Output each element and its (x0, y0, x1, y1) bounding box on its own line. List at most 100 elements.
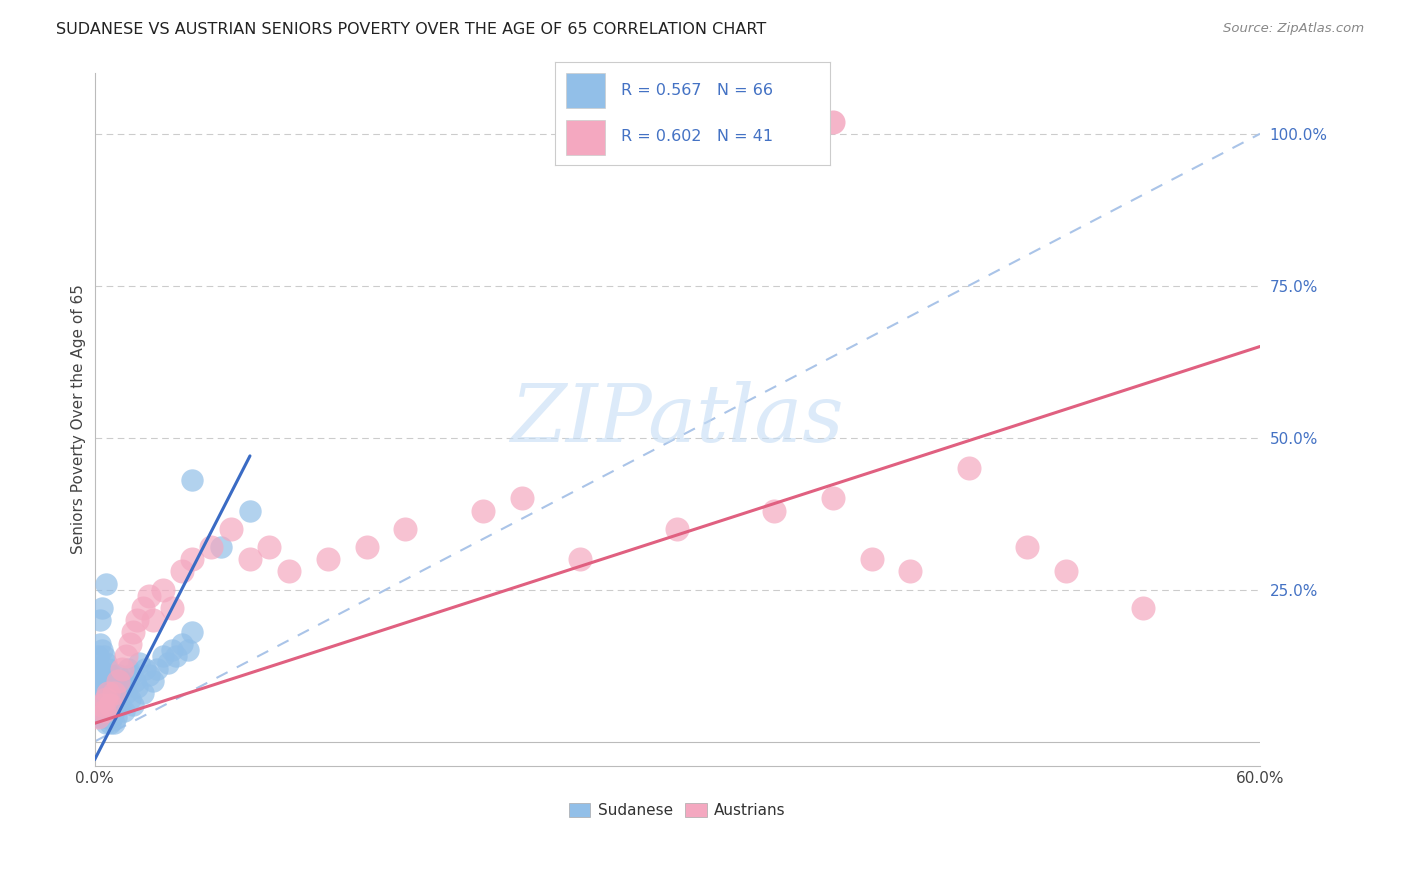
Point (87, 673, 110, 688)
Text: R = 0.602   N = 41: R = 0.602 N = 41 (621, 128, 773, 144)
Point (127, 613, 149, 627)
Point (152, 649, 174, 664)
Text: R = 0.567   N = 66: R = 0.567 N = 66 (621, 83, 773, 97)
Point (98, 716, 121, 731)
Text: SUDANESE VS AUSTRIAN SENIORS POVERTY OVER THE AGE OF 65 CORRELATION CHART: SUDANESE VS AUSTRIAN SENIORS POVERTY OVE… (56, 22, 766, 37)
Point (112, 680, 135, 694)
Point (200, 540, 222, 554)
Point (104, 686, 127, 700)
Point (821, 491, 844, 506)
Point (569, 552, 592, 566)
Point (87, 710, 110, 724)
Point (91, 698, 114, 712)
Point (142, 673, 165, 688)
Point (97, 686, 120, 700)
Point (138, 589, 160, 603)
Point (98, 692, 121, 706)
Bar (567, 73, 605, 108)
Point (89, 637, 111, 651)
Point (127, 680, 149, 694)
Point (121, 667, 143, 681)
Point (666, 522, 689, 536)
Point (104, 710, 127, 724)
Point (87, 649, 110, 664)
Point (93, 649, 115, 664)
Point (97, 686, 120, 700)
Point (316, 552, 339, 566)
Point (97, 662, 120, 676)
Point (219, 522, 242, 536)
Point (93, 710, 115, 724)
Point (103, 686, 125, 700)
Point (89, 662, 111, 676)
Point (91, 643, 114, 657)
Point (898, 565, 921, 579)
Point (472, 503, 495, 517)
Point (152, 582, 174, 597)
Text: Source: ZipAtlas.com: Source: ZipAtlas.com (1223, 22, 1364, 36)
Point (89, 710, 111, 724)
Point (96, 680, 118, 694)
Point (91, 686, 114, 700)
Legend: Sudanese, Austrians: Sudanese, Austrians (562, 797, 792, 824)
Point (103, 716, 125, 731)
Y-axis label: Seniors Poverty Over the Age of 65: Seniors Poverty Over the Age of 65 (72, 285, 86, 554)
Point (356, 540, 378, 554)
Point (93, 704, 115, 718)
Point (277, 565, 299, 579)
Point (96, 698, 118, 712)
Point (89, 613, 111, 627)
Point (1015, 540, 1038, 554)
Point (103, 680, 125, 694)
Point (87, 704, 110, 718)
Point (112, 704, 135, 718)
Point (145, 662, 167, 676)
Point (170, 565, 193, 579)
Point (118, 692, 141, 706)
Point (101, 673, 124, 688)
Point (97, 710, 120, 724)
Point (138, 667, 160, 681)
Point (165, 649, 187, 664)
Point (101, 698, 124, 712)
Point (157, 656, 180, 670)
Point (98, 667, 121, 681)
Point (89, 680, 111, 694)
Point (1054, 565, 1077, 579)
Point (93, 673, 115, 688)
Point (209, 540, 232, 554)
Point (180, 473, 202, 487)
Point (162, 643, 184, 657)
Point (860, 552, 883, 566)
Point (162, 600, 184, 615)
Point (239, 552, 262, 566)
Point (117, 662, 139, 676)
Point (107, 692, 129, 706)
Point (93, 692, 115, 706)
Point (96, 692, 118, 706)
Point (180, 552, 202, 566)
Point (101, 710, 124, 724)
Point (103, 704, 125, 718)
Point (122, 625, 145, 640)
Point (91, 704, 114, 718)
Point (259, 540, 281, 554)
Point (107, 673, 129, 688)
Point (821, 114, 844, 128)
Point (134, 662, 156, 676)
Point (96, 716, 118, 731)
Point (98, 698, 121, 712)
Point (128, 656, 150, 670)
Point (1132, 600, 1154, 615)
Point (239, 503, 262, 517)
Point (107, 667, 129, 681)
Point (132, 600, 155, 615)
Point (91, 600, 114, 615)
Bar (567, 120, 605, 155)
Text: ZIPatlas: ZIPatlas (510, 381, 844, 458)
Point (394, 522, 416, 536)
Point (86, 662, 108, 676)
Point (114, 686, 136, 700)
Point (96, 576, 118, 591)
Point (142, 613, 165, 627)
